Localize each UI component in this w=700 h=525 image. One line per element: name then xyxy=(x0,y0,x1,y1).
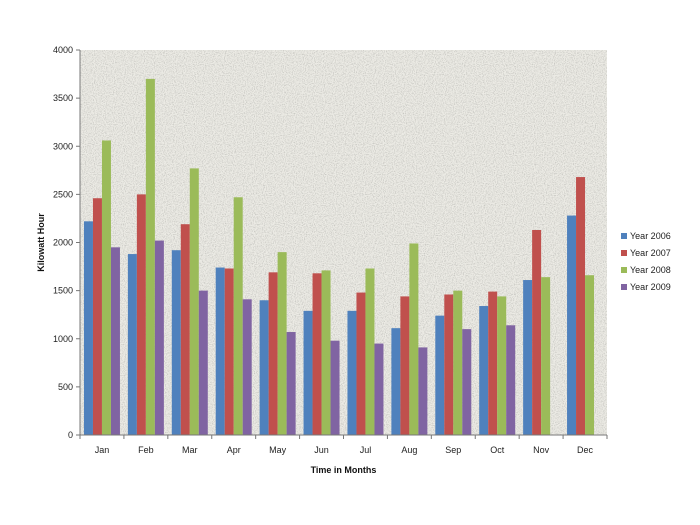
y-tick-label: 1000 xyxy=(53,334,73,344)
bar-year-2009-feb xyxy=(154,240,164,435)
bar-year-2007-aug xyxy=(400,296,410,435)
legend-label: Year 2007 xyxy=(630,248,671,258)
bar-year-2006-feb xyxy=(127,254,137,435)
y-tick-label: 500 xyxy=(58,382,73,392)
bar-year-2008-jan xyxy=(101,140,111,435)
bar-year-2006-jul xyxy=(347,310,357,435)
y-tick-label: 3500 xyxy=(53,93,73,103)
bar-year-2006-jan xyxy=(83,221,93,435)
x-tick-label: Jun xyxy=(314,445,329,455)
bar-year-2009-apr xyxy=(242,299,252,435)
bar-year-2007-jun xyxy=(312,273,322,435)
legend-label: Year 2009 xyxy=(630,282,671,292)
x-axis-tick-labels: Jan Feb Mar Apr May Jun Jul Aug Sep Oct Nov Dec xyxy=(95,445,594,455)
y-tick-label: 3000 xyxy=(53,141,73,151)
bar-year-2007-oct xyxy=(488,291,498,435)
bar-year-2007-jul xyxy=(356,292,366,435)
y-tick-label: 1500 xyxy=(53,286,73,296)
bar-year-2006-nov xyxy=(523,280,533,435)
y-tick-label: 0 xyxy=(68,430,73,440)
legend: Year 2006 Year 2007 Year 2008 Year 2009 xyxy=(621,231,671,292)
legend-swatch xyxy=(621,233,627,239)
x-tick-label: Nov xyxy=(533,445,550,455)
bar-year-2008-aug xyxy=(409,243,419,435)
legend-item: Year 2006 xyxy=(621,231,671,241)
bar-year-2007-nov xyxy=(532,229,542,435)
bar-year-2009-oct xyxy=(506,325,516,435)
legend-item: Year 2009 xyxy=(621,282,671,292)
x-axis-title: Time in Months xyxy=(311,465,377,475)
bar-year-2008-dec xyxy=(585,275,595,435)
axes xyxy=(76,49,608,439)
legend-label: Year 2006 xyxy=(630,231,671,241)
x-tick-label: Dec xyxy=(577,445,594,455)
y-tick-label: 2500 xyxy=(53,189,73,199)
x-tick-label: Jul xyxy=(360,445,372,455)
bar-year-2008-nov xyxy=(541,277,551,435)
x-tick-label: Mar xyxy=(182,445,198,455)
bar-year-2007-sep xyxy=(444,294,454,435)
legend-item: Year 2008 xyxy=(621,265,671,275)
bar-year-2007-dec xyxy=(576,177,586,436)
bar-year-2008-mar xyxy=(189,168,199,435)
bar-year-2006-may xyxy=(259,300,269,435)
y-tick-label: 2000 xyxy=(53,238,73,248)
bar-year-2008-oct xyxy=(497,296,507,435)
bar-year-2008-sep xyxy=(453,290,463,435)
y-axis-title: Kilowatt Hour xyxy=(36,213,46,272)
y-tick-label: 4000 xyxy=(53,45,73,55)
y-axis-tick-labels: 0 500 1000 1500 2000 2500 3000 3500 4000 xyxy=(53,45,73,440)
plot-area xyxy=(80,50,607,435)
x-tick-label: Aug xyxy=(401,445,417,455)
bar-year-2008-may xyxy=(277,252,287,435)
bar-year-2006-mar xyxy=(171,250,181,435)
bar-year-2009-may xyxy=(286,332,296,435)
bar-year-2008-jun xyxy=(321,270,331,435)
x-tick-label: May xyxy=(269,445,287,455)
bar-year-2007-apr xyxy=(224,268,234,435)
bar-year-2006-sep xyxy=(435,315,445,435)
x-tick-label: Feb xyxy=(138,445,154,455)
bar-year-2006-oct xyxy=(479,306,489,435)
bar-year-2009-aug xyxy=(418,347,428,435)
bar-year-2008-apr xyxy=(233,197,243,435)
x-tick-label: Oct xyxy=(490,445,505,455)
bar-year-2006-aug xyxy=(391,328,401,435)
legend-swatch xyxy=(621,284,627,290)
plot-texture xyxy=(80,50,607,435)
bar-year-2007-may xyxy=(268,272,278,435)
bar-year-2008-feb xyxy=(145,78,155,435)
bar-year-2009-mar xyxy=(198,290,208,435)
legend-swatch xyxy=(621,267,627,273)
legend-label: Year 2008 xyxy=(630,265,671,275)
bar-year-2007-feb xyxy=(136,194,146,435)
bar-year-2008-jul xyxy=(365,268,375,435)
bar-year-2006-jun xyxy=(303,310,313,435)
legend-swatch xyxy=(621,250,627,256)
bar-year-2007-mar xyxy=(180,224,190,435)
bar-year-2009-jul xyxy=(374,343,384,435)
legend-item: Year 2007 xyxy=(621,248,671,258)
bar-year-2009-jun xyxy=(330,340,340,435)
x-tick-label: Apr xyxy=(227,445,241,455)
bars-layer xyxy=(83,78,595,436)
bar-year-2006-dec xyxy=(567,215,577,435)
x-tick-label: Sep xyxy=(445,445,461,455)
bar-year-2006-apr xyxy=(215,267,225,435)
bar-year-2009-sep xyxy=(462,329,472,435)
x-tick-label: Jan xyxy=(95,445,110,455)
bar-year-2007-jan xyxy=(92,198,102,435)
bar-year-2009-jan xyxy=(110,247,120,435)
